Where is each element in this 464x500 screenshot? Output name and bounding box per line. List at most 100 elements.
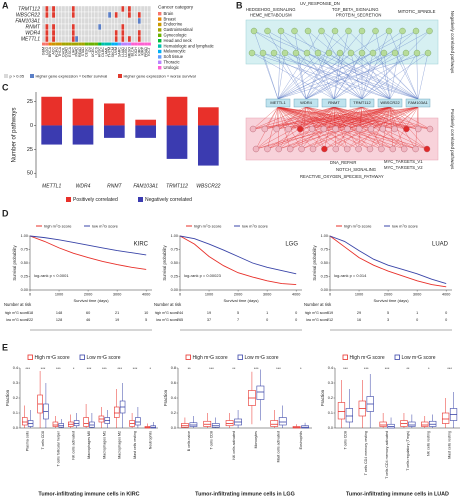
heatmap-cell bbox=[91, 29, 95, 37]
chart-title: Tumor-infiltrating immune cells in KIRC bbox=[38, 491, 139, 497]
y-tick-label: 0.6 bbox=[171, 381, 176, 385]
edge bbox=[277, 106, 383, 130]
heatmap-cell bbox=[114, 17, 119, 25]
column-label: BRCA bbox=[48, 46, 52, 57]
category-strip bbox=[104, 42, 108, 46]
survival-curve bbox=[29, 235, 147, 256]
heatmap-cell bbox=[97, 5, 102, 13]
category-strip bbox=[88, 42, 92, 46]
edge bbox=[252, 106, 335, 130]
annotation: log-rank p < 0.0001 bbox=[34, 273, 69, 278]
heatmap-cell bbox=[137, 29, 142, 37]
pathway-node bbox=[261, 125, 268, 133]
heatmap-cell bbox=[101, 17, 105, 25]
edge bbox=[305, 52, 352, 100]
heatmap-cell bbox=[48, 5, 53, 13]
edge bbox=[328, 52, 391, 100]
heatmap-cell bbox=[130, 29, 135, 37]
edge bbox=[295, 52, 307, 100]
significance: *** bbox=[56, 366, 61, 371]
significance: * bbox=[150, 366, 152, 371]
legend-title: Cancer category bbox=[158, 4, 194, 10]
y-tick-label: 0.4 bbox=[328, 366, 333, 370]
heatmap-cell bbox=[41, 29, 46, 37]
heatmap-cell bbox=[61, 17, 66, 25]
edge bbox=[294, 30, 307, 100]
legend-label: Urologic bbox=[164, 65, 179, 70]
pathway-node bbox=[264, 145, 271, 153]
risk-count: 148 bbox=[56, 311, 62, 315]
heatmap-cell bbox=[114, 35, 119, 43]
significance: *** bbox=[364, 366, 369, 371]
heatmap-cell bbox=[104, 17, 109, 25]
y-axis-title: Fraction bbox=[5, 389, 10, 406]
heatmap-cell bbox=[104, 11, 109, 19]
y-tick-label: 0.75 bbox=[21, 248, 28, 252]
gene-box bbox=[405, 98, 431, 108]
heatmap-cell bbox=[41, 17, 46, 25]
pathway-node bbox=[424, 49, 432, 57]
box bbox=[345, 408, 354, 423]
y-tick-label: 0.3 bbox=[328, 381, 333, 385]
annotation: log-rank p = 0.014 bbox=[334, 273, 367, 278]
pathway-node bbox=[250, 27, 258, 35]
edge bbox=[389, 52, 418, 100]
heatmap-cell bbox=[51, 5, 56, 13]
edge bbox=[277, 30, 390, 100]
pathway-node bbox=[379, 125, 386, 133]
heatmap-cell bbox=[55, 35, 59, 43]
heatmap-cell bbox=[97, 11, 102, 19]
pathway-node bbox=[309, 145, 317, 153]
heatmap-cell bbox=[87, 17, 92, 25]
pathway-node bbox=[275, 145, 282, 153]
legend-label: Hematologic and lymphatic bbox=[164, 43, 214, 48]
significance: *** bbox=[254, 366, 259, 371]
significance: *** bbox=[25, 366, 30, 371]
heatmap-cell bbox=[91, 35, 95, 43]
significance: *** bbox=[385, 366, 390, 371]
legend-label: Positively correlated bbox=[73, 197, 118, 203]
heatmap-cell bbox=[64, 5, 69, 13]
y-tick-label: 50 bbox=[27, 171, 33, 177]
bar bbox=[72, 125, 94, 145]
edge bbox=[284, 52, 419, 100]
pathway-node bbox=[402, 49, 410, 57]
risk-row-label: low m⁷G score bbox=[306, 318, 328, 322]
heatmap-cell bbox=[58, 35, 62, 43]
heatmap-cell bbox=[140, 23, 145, 31]
y-tick-label: 0.00 bbox=[321, 288, 328, 292]
heatmap-cell bbox=[120, 17, 125, 25]
heatmap-cell bbox=[94, 35, 99, 43]
y-tick-label: 0.0 bbox=[13, 426, 18, 430]
pathway-node bbox=[412, 27, 420, 35]
heatmap-cell bbox=[48, 17, 53, 25]
pathway-node bbox=[304, 27, 312, 35]
edge bbox=[389, 106, 416, 150]
y-tick-label: 0.0 bbox=[328, 426, 333, 430]
box bbox=[337, 402, 346, 420]
heatmap-cell bbox=[84, 17, 89, 25]
heatmap-cell bbox=[111, 17, 115, 25]
pathway-node bbox=[291, 27, 298, 35]
gene-box bbox=[377, 98, 403, 108]
legend-label: Head and neck bbox=[164, 38, 193, 43]
annotation: log-rank p = 0.00023 bbox=[184, 273, 222, 278]
x-tick-label: 0 bbox=[329, 293, 331, 297]
significance: ** bbox=[232, 366, 236, 371]
y-tick-label: 0.4 bbox=[13, 366, 18, 370]
pathway-node bbox=[358, 27, 366, 35]
category-strip bbox=[134, 42, 138, 46]
heatmap-cell bbox=[134, 29, 138, 37]
heatmap-cell bbox=[81, 35, 86, 43]
heatmap-cell bbox=[71, 17, 76, 25]
column-label: BLCA bbox=[131, 46, 135, 56]
heatmap-cell bbox=[74, 29, 79, 37]
x-tick-label: 3000 bbox=[113, 293, 121, 297]
edge bbox=[359, 106, 391, 130]
heatmap-cell bbox=[45, 23, 49, 31]
x-tick-label: T cells CD8 bbox=[41, 431, 45, 450]
heatmap-cell bbox=[114, 29, 119, 37]
edge bbox=[277, 106, 324, 130]
y-tick-label: 0.00 bbox=[21, 288, 28, 292]
x-tick-label: RNMT bbox=[107, 183, 122, 189]
